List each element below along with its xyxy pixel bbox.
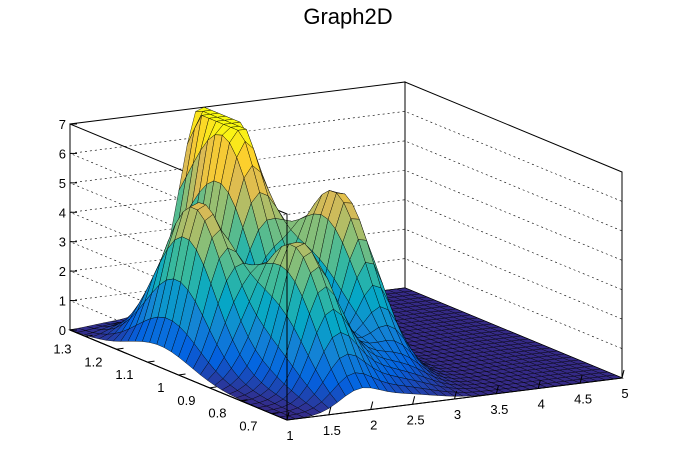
x-tick [621,369,625,379]
z-grid-line [68,228,623,362]
z-tick-label: 1 [59,294,66,309]
z-grid-line [68,258,623,391]
y-tick-label: 1.1 [115,367,133,382]
y-tick-label: 0.8 [208,406,226,421]
z-tick-label: 5 [59,176,66,191]
x-tick [537,380,541,389]
surface-mesh [69,106,623,421]
y-tick [116,347,124,350]
y-tick [271,412,279,415]
x-tick-label: 4.5 [574,391,592,406]
y-axis: 0.7 0.8 0.9 1 1.1 1.2 1.3 [53,329,288,434]
z-tick-label: 6 [59,146,66,161]
z-tick-label: 3 [59,235,66,250]
x-tick-label: 1 [286,428,293,443]
x-tick [579,375,583,384]
y-tick [85,334,93,337]
x-tick-label: 3.5 [490,402,508,417]
x-tick [454,390,457,400]
y-tick [209,386,217,389]
y-tick [178,373,186,376]
x-tick-label: 2.5 [407,412,425,427]
y-tick-label: 1.2 [84,354,102,369]
x-tick-label: 4 [538,397,545,412]
chart-title: Graph2D [303,4,393,29]
z-tick-label: 0 [59,323,66,338]
z-grid-line [68,169,623,303]
x-axis: 1 1.5 2 2.5 3 3.5 4 4.5 5 [286,369,629,443]
y-tick-label: 1 [157,380,164,395]
y-tick [147,360,155,363]
z-axis: 0 1 2 3 4 5 6 7 [59,117,77,338]
z-grid-line [68,199,623,332]
y-tick-label: 0.7 [239,419,257,434]
z-tick-label: 7 [59,117,66,132]
y-tick-label: 0.9 [177,393,195,408]
x-tick [412,396,416,405]
x-tick-label: 2 [370,418,377,433]
x-tick-label: 1.5 [323,423,341,438]
x-tick [495,385,499,394]
x-tick [370,401,374,410]
z-grid-line [68,111,623,244]
z-tick-label: 4 [59,205,66,220]
x-tick [328,406,332,415]
x-tick-label: 5 [621,386,628,401]
z-grid-line [68,140,623,274]
z-tick-label: 2 [59,264,66,279]
x-tick-label: 3 [454,407,461,422]
y-tick [240,399,248,402]
y-tick-label: 1.3 [53,341,71,356]
x-tick [286,411,290,421]
